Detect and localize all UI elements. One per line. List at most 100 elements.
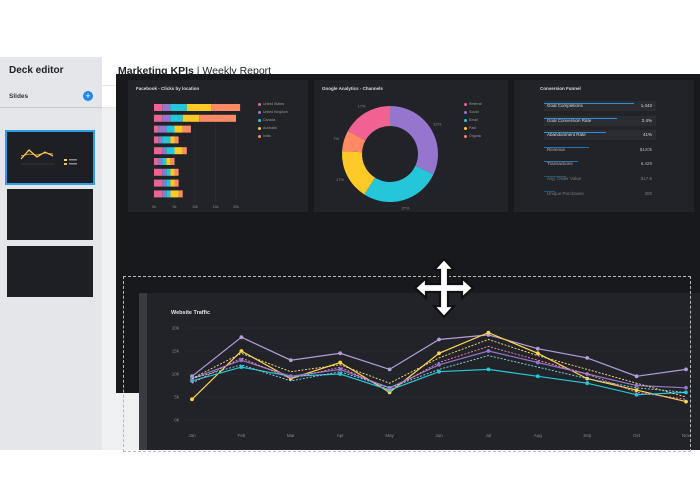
slice-label: 7% (333, 136, 339, 141)
bar-segment (170, 104, 187, 111)
move-cursor-icon[interactable] (411, 255, 477, 321)
data-point (288, 374, 293, 379)
data-point (634, 374, 639, 379)
bar-segment (154, 104, 163, 111)
funnel-row-label: Unique Purchases (547, 190, 584, 196)
data-point (684, 399, 688, 404)
legend-label: Canada (263, 118, 276, 122)
data-point (634, 392, 639, 397)
legend-swatch (258, 110, 261, 114)
funnel-row-bar (544, 132, 606, 134)
x-tick-label: 10k (192, 205, 198, 209)
funnel-row: Goal Conversion Rate 2.4% (544, 115, 656, 126)
legend-swatch (258, 118, 261, 122)
funnel-row: Goal Completions 1,442 (544, 101, 656, 111)
bar-segment (170, 114, 183, 122)
funnel-row-label: Abandonment Rate (547, 132, 586, 138)
slides-sidebar: Deck editor Slides + (0, 57, 102, 450)
data-point (535, 360, 540, 365)
x-tick-label: May (385, 433, 394, 438)
funnel-row-bar (544, 117, 617, 119)
facebook-panel[interactable]: Facebook - Clicks by location 0k 5k 10k 15k… (128, 80, 308, 212)
add-slide-button[interactable]: + (83, 91, 93, 101)
x-tick-label: 5k (172, 205, 176, 209)
series-line (191, 345, 687, 400)
x-tick-label: Nov (682, 433, 691, 438)
bar-segment (158, 125, 167, 133)
sidebar-header: Deck editor (0, 57, 102, 85)
legend-item: Paid (464, 126, 476, 130)
legend-swatch (464, 134, 467, 138)
google-analytics-panel[interactable]: Google Analytics - Channels 32% 27% 17% 7% 1… (314, 80, 508, 212)
legend-swatch (464, 110, 467, 114)
bar-segment (154, 158, 159, 165)
slide-thumbnail-1[interactable] (5, 130, 95, 185)
data-point (486, 367, 491, 372)
legend-item: United Kingdom (258, 110, 288, 114)
funnel-row: Avg. Order Value $17.5 (544, 174, 656, 184)
funnel-row-bar (544, 176, 567, 177)
funnel-panel-title: Conversion Funnel (540, 86, 581, 91)
data-point (288, 358, 293, 363)
slice-label: 17% (357, 103, 365, 108)
y-tick-label: 5k (174, 395, 180, 400)
data-point (437, 337, 441, 342)
x-tick-label: 0k (152, 205, 156, 209)
legend-label: Australia (263, 126, 277, 130)
data-point (634, 383, 639, 388)
google-panel-title: Google Analytics - Channels (322, 86, 383, 91)
bar-segment (158, 136, 163, 144)
facebook-panel-title: Facebook - Clicks by location (136, 86, 200, 91)
panel-scrollbar[interactable] (139, 293, 147, 450)
slice-label: 32% (433, 121, 441, 126)
funnel-row-bar (544, 103, 634, 104)
funnel-row-label: Goal Conversion Rate (547, 117, 592, 123)
bar-segment (154, 179, 163, 187)
legend-item: Organic (464, 134, 481, 138)
x-tick-label: Aug (534, 433, 543, 438)
funnel-row-value: 41% (642, 132, 652, 138)
funnel-row-value: 2.4% (641, 117, 652, 123)
donut-slice (347, 106, 390, 141)
funnel-row-bar (544, 146, 589, 148)
legend-item: United States (258, 102, 284, 106)
legend-item: Australia (258, 126, 277, 130)
funnel-row: Transactions 6,428 (544, 159, 656, 169)
x-tick-label: 20k (233, 205, 239, 209)
funnel-row-bar (544, 161, 578, 163)
bar-segment (199, 114, 236, 122)
slide-thumbnail-3[interactable] (7, 246, 93, 297)
data-point (486, 349, 491, 353)
legend-swatch (464, 118, 467, 122)
donut-slice (342, 150, 375, 195)
x-tick-label: Feb (238, 433, 246, 438)
funnel-row-value: 1,442 (640, 103, 652, 108)
selection-box[interactable] (123, 276, 691, 452)
series-line (191, 339, 687, 398)
funnel-row-value: 6,428 (640, 161, 652, 167)
legend-label: Referral (469, 102, 482, 106)
slide-thumbnail-2[interactable] (7, 189, 93, 240)
slice-label: 27% (402, 205, 410, 210)
conversion-funnel-panel[interactable]: Conversion Funnel Goal Completions 1,442 G… (514, 80, 694, 212)
bar-segment (178, 190, 183, 198)
legend-swatch (258, 134, 261, 138)
bar-segment (186, 104, 212, 111)
bar-segment (174, 168, 179, 176)
y-tick-label: 0k (174, 418, 180, 423)
legend-swatch (464, 126, 467, 130)
data-point (190, 397, 194, 402)
funnel-row: Abandonment Rate 41% (544, 130, 656, 141)
bar-segment (162, 190, 167, 198)
data-point (535, 346, 540, 351)
website-traffic-line-chart: Website Traffic 20k 15k 10k 5k 0k Jan Feb Mar Ap… (171, 310, 694, 438)
data-point (486, 330, 491, 335)
website-traffic-panel[interactable]: Website Traffic 20k 15k 10k 5k 0k Jan Feb Mar Ap… (139, 293, 700, 450)
legend-label: United Kingdom (263, 110, 288, 114)
donut-slice (364, 165, 434, 202)
legend-label: Organic (469, 134, 482, 138)
funnel-row-value: 300 (644, 190, 652, 196)
funnel-row-label: Goal Completions (547, 103, 583, 108)
legend-swatch (258, 126, 261, 130)
bar-segment (170, 179, 175, 187)
